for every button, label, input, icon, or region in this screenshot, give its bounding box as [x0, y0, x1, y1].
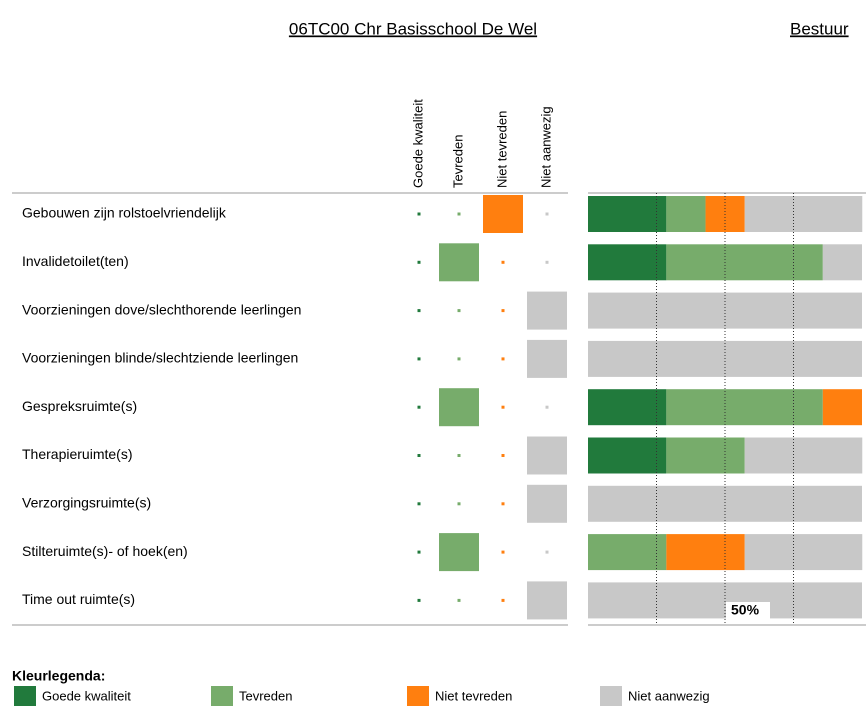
column-header: Goede kwaliteit	[410, 99, 425, 188]
bar-segment	[822, 389, 862, 426]
answer-dot	[501, 260, 505, 264]
answer-dot	[501, 357, 505, 361]
bar-segment	[744, 437, 863, 474]
answer-dot	[417, 550, 421, 554]
answer-box	[527, 484, 567, 523]
answer-dot	[417, 502, 421, 506]
bar-segment	[666, 437, 745, 474]
answer-box	[527, 291, 567, 330]
legend-title: Kleurlegenda:	[12, 668, 105, 684]
bar-segment	[588, 244, 667, 281]
answer-dot	[501, 502, 505, 506]
answer-dot	[545, 405, 549, 409]
answer-dot	[417, 405, 421, 409]
answer-dot	[417, 212, 421, 216]
answer-dot	[501, 405, 505, 409]
answer-dot	[417, 598, 421, 602]
answer-dot	[545, 212, 549, 216]
row-label: Therapieruimte(s)	[22, 446, 132, 462]
row-label: Time out ruimte(s)	[22, 591, 135, 607]
answer-dot	[417, 357, 421, 361]
row-label: Gebouwen zijn rolstoelvriendelijk	[22, 205, 227, 221]
bar-segment	[588, 196, 667, 232]
column-header: Tevreden	[450, 135, 465, 188]
answer-dot	[545, 550, 549, 554]
legend-swatch	[211, 686, 233, 706]
bar-segment	[666, 534, 745, 571]
legend-swatch	[407, 686, 429, 706]
bar-segment	[744, 534, 863, 571]
answer-box	[527, 339, 567, 378]
bar-segment	[588, 437, 667, 474]
answer-dot	[545, 260, 549, 264]
row-label: Voorzieningen blinde/slechtziende leerli…	[22, 350, 298, 366]
row-label: Stilteruimte(s)- of hoek(en)	[22, 543, 188, 559]
legend-label: Niet tevreden	[435, 688, 512, 703]
answer-dot	[501, 550, 505, 554]
bar-segment	[666, 196, 706, 232]
column-header: Niet aanwezig	[538, 106, 553, 188]
bar-segment	[588, 534, 667, 571]
row-label: Gespreksruimte(s)	[22, 398, 137, 414]
row-label: Voorzieningen dove/slechthorende leerlin…	[22, 301, 301, 317]
row-label: Verzorgingsruimte(s)	[22, 495, 151, 511]
answer-box	[439, 388, 479, 427]
bar-segment	[744, 196, 863, 232]
answer-box	[439, 243, 479, 282]
row-label: Invalidetoilet(ten)	[22, 253, 129, 269]
answer-dot	[501, 598, 505, 602]
answer-box	[527, 581, 567, 620]
answer-dot	[417, 454, 421, 457]
bar-segment	[588, 389, 667, 426]
legend-swatch	[600, 686, 622, 706]
title: 06TC00 Chr Basisschool De Wel	[289, 19, 537, 38]
tick-label-bg	[726, 602, 770, 620]
answer-dot	[457, 212, 461, 216]
answer-dot	[501, 454, 505, 457]
group-title: Bestuur	[790, 19, 849, 38]
bar-segment	[588, 582, 862, 619]
answer-dot	[457, 309, 461, 313]
answer-box	[527, 436, 567, 475]
answer-dot	[457, 502, 461, 506]
legend-label: Tevreden	[239, 688, 292, 703]
answer-box	[483, 195, 523, 233]
answer-dot	[457, 454, 461, 457]
x-tick-label: 50%	[731, 602, 760, 618]
bar-segment	[666, 244, 823, 281]
bar-segment	[822, 244, 862, 281]
bar-segment	[588, 485, 862, 522]
answer-dot	[457, 357, 461, 361]
answer-dot	[417, 260, 421, 264]
bar-segment	[666, 389, 823, 426]
legend-label: Goede kwaliteit	[42, 688, 131, 703]
answer-dot	[501, 309, 505, 313]
legend-swatch	[14, 686, 36, 706]
column-header: Niet tevreden	[494, 111, 509, 188]
answer-dot	[417, 309, 421, 313]
legend-label: Niet aanwezig	[628, 688, 710, 703]
answer-dot	[457, 598, 461, 602]
answer-box	[439, 533, 479, 572]
